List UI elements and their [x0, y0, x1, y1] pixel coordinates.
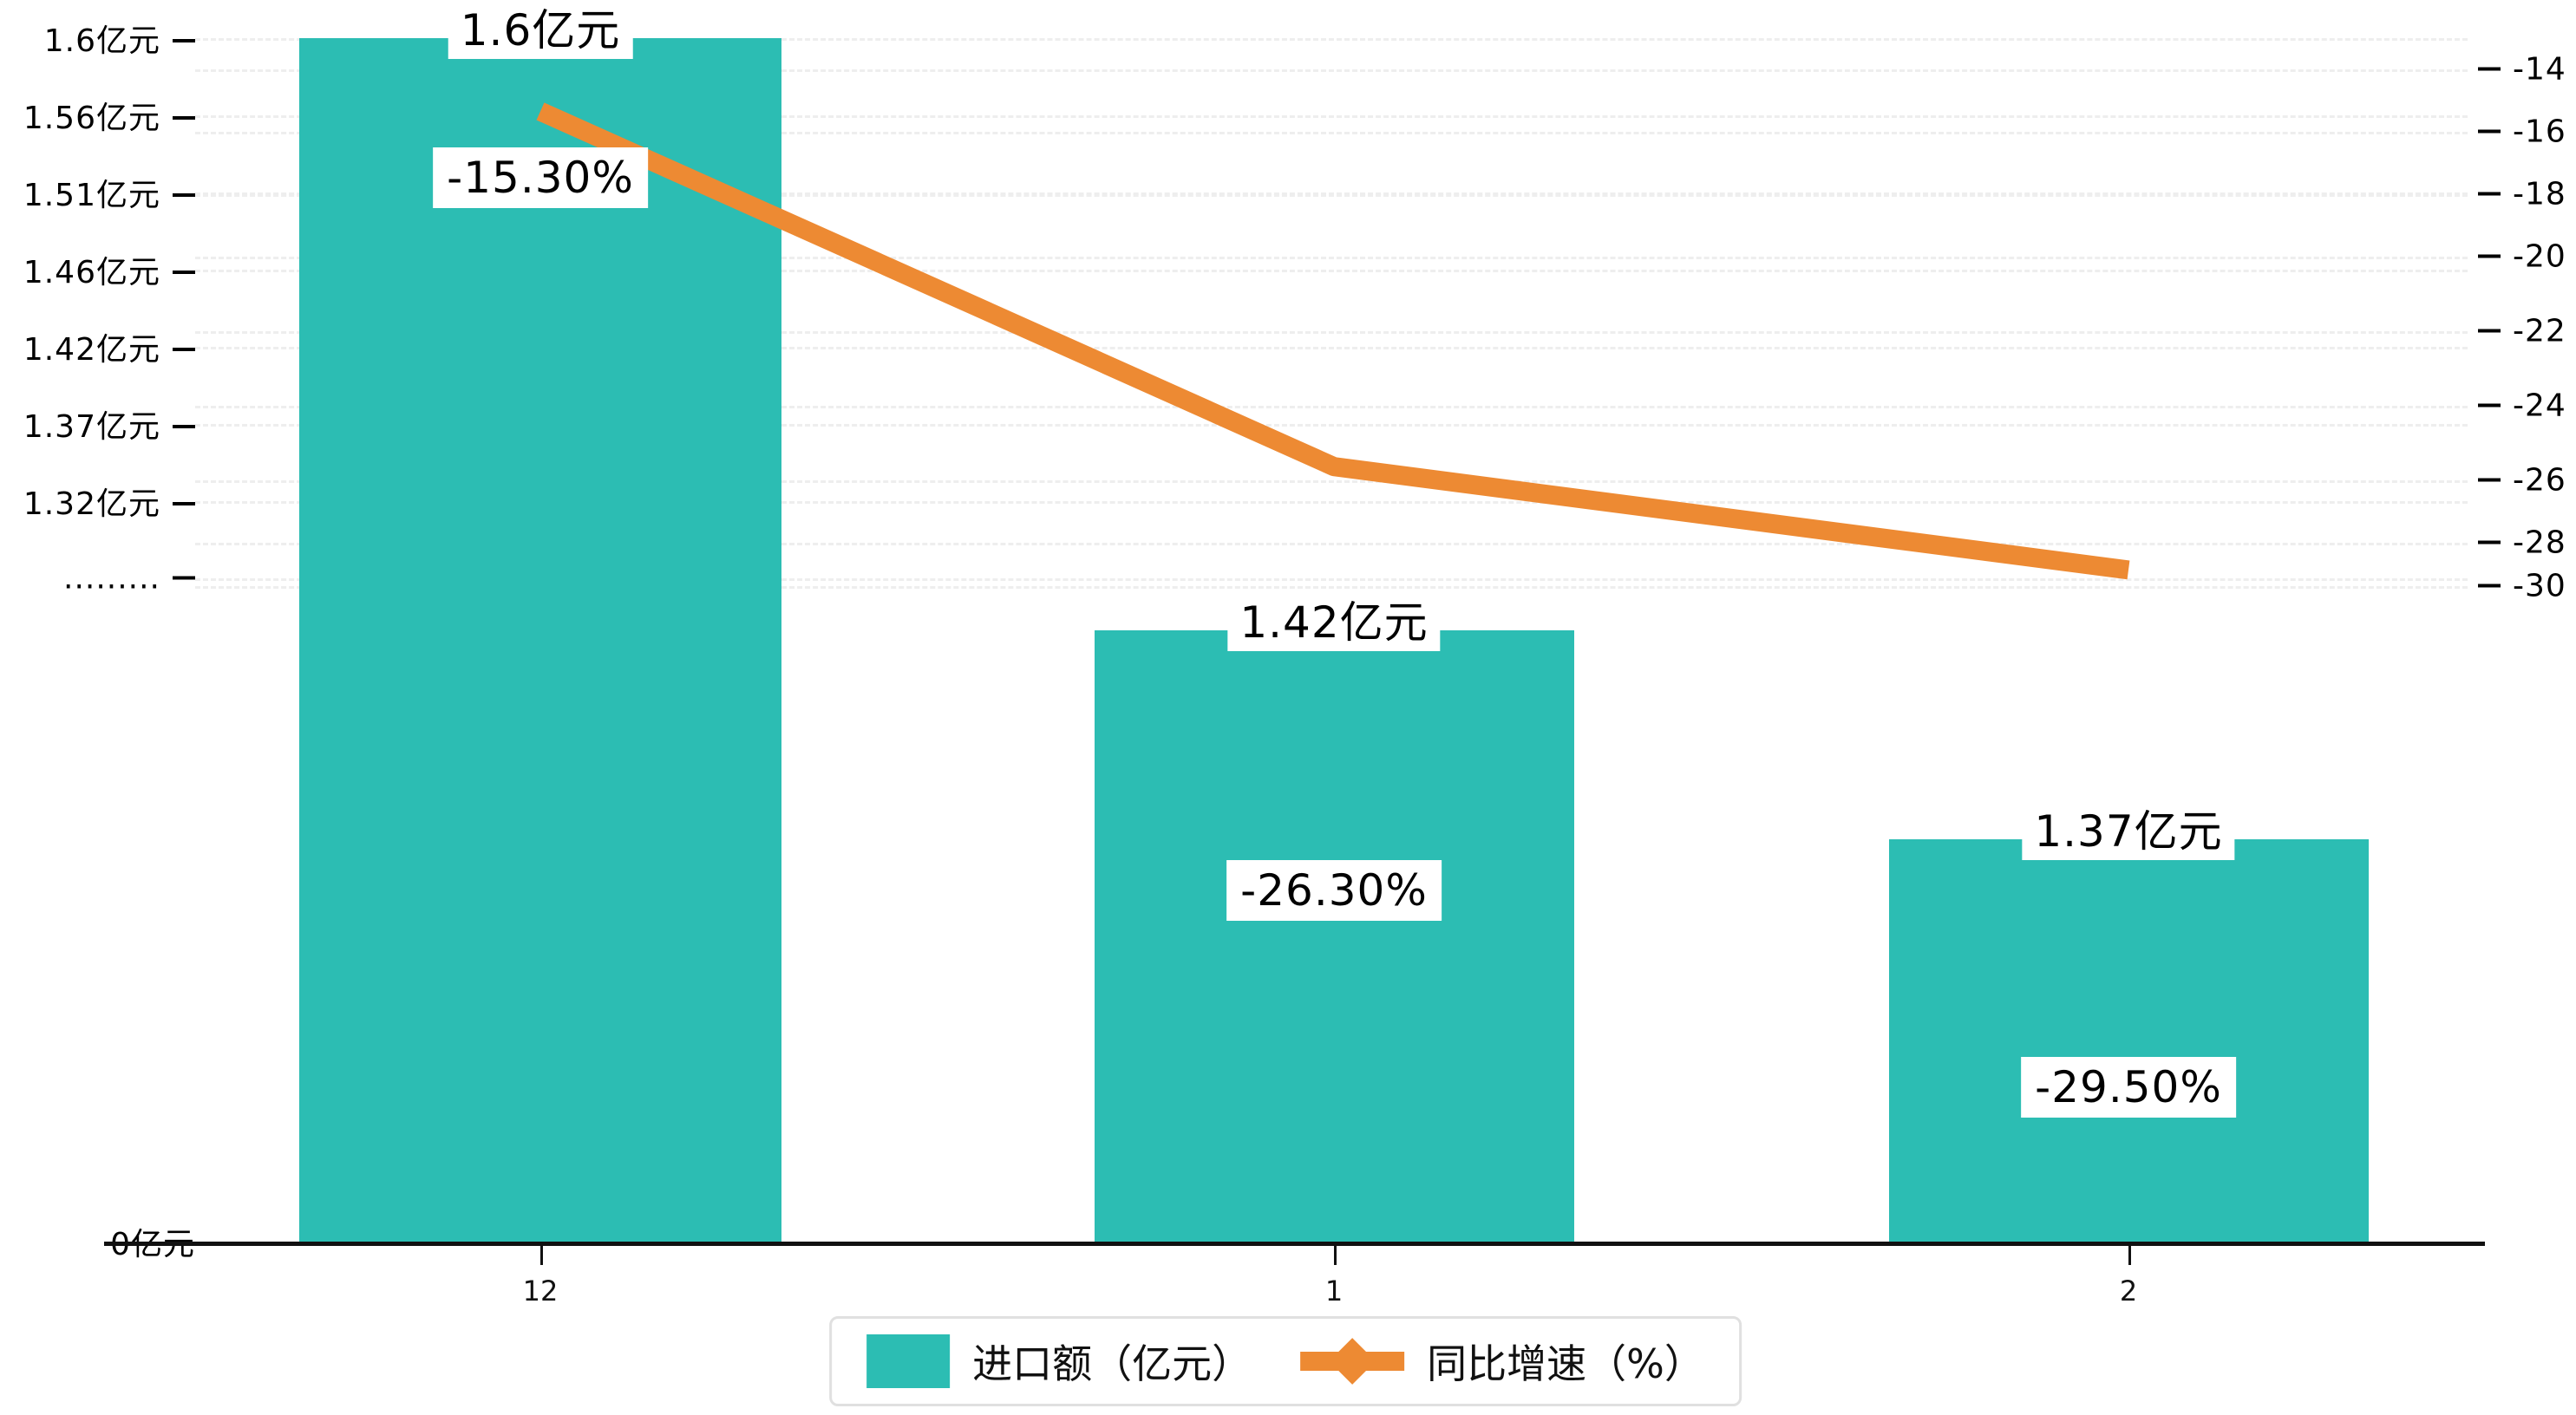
y-axis-left-tick: 1.56亿元: [0, 93, 195, 138]
legend-item-label: 同比增速（%）: [1427, 1340, 1704, 1387]
y-axis-right-tick-label: -14: [2513, 51, 2566, 88]
x-axis-tick-label-1: 1: [1324, 1275, 1344, 1307]
tick-dash-icon: [2478, 254, 2501, 258]
y-axis-left-tick-label: 1.32亿元: [23, 486, 160, 522]
tick-dash-icon: [2478, 67, 2501, 71]
gridline: [195, 38, 2468, 41]
x-axis-tick-mark: [1334, 1246, 1337, 1265]
legend-line-diamond-icon: [1300, 1334, 1405, 1388]
y-axis-left-tick: 1.6亿元: [0, 16, 195, 61]
y-axis-left-tick-label: 1.42亿元: [23, 332, 160, 368]
y-axis-right-tick: -18: [2478, 177, 2566, 212]
tick-dash-icon: [173, 116, 195, 120]
x-axis-tick-label-2: 2: [2119, 1275, 2138, 1307]
y-axis-right-tick: -14: [2478, 52, 2566, 88]
x-axis-tick-mark: [540, 1246, 543, 1265]
tick-dash-icon: [2478, 540, 2501, 544]
tick-dash-icon: [173, 39, 195, 42]
y-axis-left-tick-label: 1.37亿元: [23, 409, 160, 445]
tick-dash-icon: [2478, 192, 2501, 196]
tick-dash-icon: [173, 348, 195, 351]
x-axis-tick-mark: [2128, 1246, 2131, 1265]
bar-12[interactable]: [299, 38, 781, 1242]
y-axis-right-tick-label: -28: [2513, 525, 2566, 561]
tick-dash-icon: [2478, 478, 2501, 482]
tick-dash-icon: [173, 271, 195, 274]
y-axis-left-tick-label: .........: [63, 560, 160, 597]
y-axis-left-tick: 1.42亿元: [0, 324, 195, 369]
tick-dash-icon: [2478, 403, 2501, 408]
growth-value-label-1: -26.30%: [1226, 860, 1442, 921]
bar-value-label-1: 1.42亿元: [1227, 594, 1441, 651]
y-axis-left-tick: .........: [0, 561, 195, 597]
y-axis-right-tick: -20: [2478, 239, 2566, 275]
y-axis-right-tick-label: -22: [2513, 313, 2566, 349]
y-axis-left-tick: 1.37亿元: [0, 401, 195, 447]
legend-item-label: 进口额（亿元）: [972, 1340, 1252, 1387]
y-axis-left-tick-label: 1.46亿元: [23, 255, 160, 290]
y-axis-right-tick-label: -24: [2513, 388, 2566, 424]
bar-value-label-12: 1.6亿元: [448, 2, 633, 59]
tick-dash-icon: [2478, 329, 2501, 333]
legend-item-growth-rate[interactable]: 同比增速（%）: [1300, 1333, 1704, 1390]
tick-dash-icon: [173, 193, 195, 197]
y-axis-left-tick-label: 1.6亿元: [43, 23, 160, 59]
tick-dash-icon: [173, 576, 195, 580]
legend-item-import-amount[interactable]: 进口额（亿元）: [866, 1333, 1252, 1390]
y-axis-left-tick: 1.46亿元: [0, 247, 195, 292]
y-axis-right-tick-label: -20: [2513, 238, 2566, 275]
legend-bar-swatch-icon: [866, 1334, 951, 1388]
y-axis-left-tick-label: 1.51亿元: [23, 178, 160, 213]
gridline: [195, 578, 2468, 581]
gridline: [195, 586, 2468, 589]
y-axis-right-tick: -22: [2478, 314, 2566, 349]
growth-value-label-2: -29.50%: [2021, 1057, 2236, 1118]
chart-legend[interactable]: 进口额（亿元） 同比增速（%）: [829, 1316, 1742, 1406]
legend-diamond-marker-icon: [1329, 1338, 1376, 1385]
y-axis-left-tick: 1.32亿元: [0, 479, 195, 524]
y-axis-right-tick-label: -18: [2513, 176, 2566, 212]
x-axis-tick-label-12: 12: [522, 1275, 559, 1307]
tick-dash-icon: [173, 502, 195, 505]
bar-value-label-2: 1.37亿元: [2022, 803, 2235, 860]
y-axis-right-tick: -16: [2478, 114, 2566, 150]
bar-2[interactable]: [1889, 839, 2369, 1242]
y-axis-right-tick: -28: [2478, 525, 2566, 561]
bar-1[interactable]: [1095, 630, 1574, 1242]
growth-value-label-12: -15.30%: [433, 147, 648, 208]
tick-dash-icon: [173, 425, 195, 428]
y-axis-right-tick-label: -16: [2513, 114, 2566, 150]
gridline: [195, 69, 2468, 72]
y-axis-right-tick: -30: [2478, 569, 2566, 604]
tick-dash-icon: [2478, 584, 2501, 588]
y-axis-right-tick-label: -30: [2513, 568, 2566, 604]
y-axis-right-tick: -24: [2478, 388, 2566, 424]
y-axis-left-tick-label: 1.56亿元: [23, 101, 160, 136]
y-axis-left-tick: 1.51亿元: [0, 170, 195, 215]
tick-dash-icon: [2478, 129, 2501, 134]
y-axis-right-tick: -26: [2478, 463, 2566, 499]
x-axis-line: [104, 1242, 2485, 1246]
y-axis-right-tick-label: -26: [2513, 462, 2566, 499]
